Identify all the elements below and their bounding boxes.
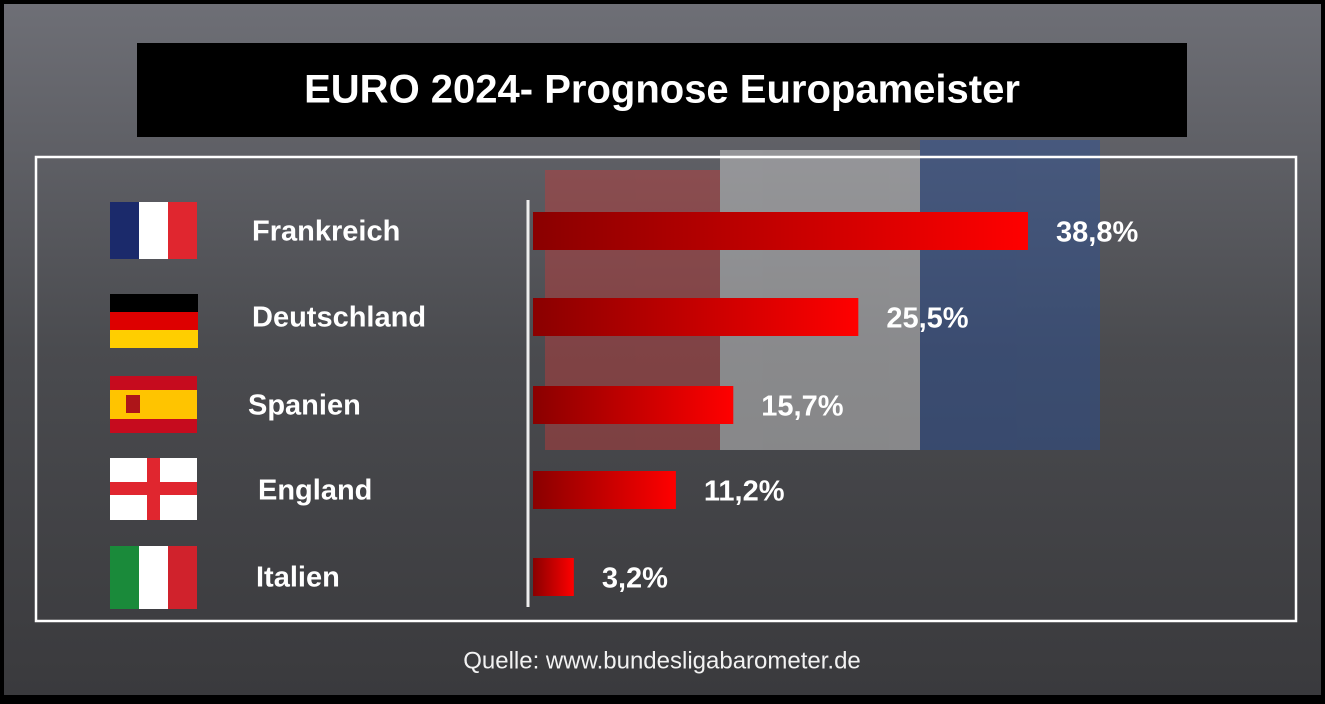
flag-spain bbox=[110, 376, 197, 433]
chart-title: EURO 2024- Prognose Europameister bbox=[304, 68, 1020, 112]
flag-england bbox=[110, 458, 197, 520]
bar bbox=[533, 212, 1028, 250]
frame bbox=[34, 155, 1298, 623]
bar bbox=[533, 558, 574, 596]
bar bbox=[533, 298, 859, 336]
title-box bbox=[137, 43, 1187, 137]
value-label: 38,8% bbox=[1056, 217, 1138, 249]
bar bbox=[533, 471, 676, 509]
category-label: Italien bbox=[256, 562, 340, 594]
value-label: 15,7% bbox=[761, 391, 843, 423]
value-label: 3,2% bbox=[602, 563, 668, 595]
value-label: 11,2% bbox=[704, 476, 785, 508]
category-label: Spanien bbox=[248, 390, 361, 422]
category-label: Deutschland bbox=[252, 302, 426, 334]
value-label: 25,5% bbox=[886, 303, 968, 335]
bar bbox=[533, 386, 734, 424]
category-label: England bbox=[258, 475, 372, 507]
flag-france bbox=[110, 202, 197, 259]
flag-italy bbox=[110, 546, 197, 609]
category-label: Frankreich bbox=[252, 216, 400, 248]
source: Quelle: www.bundesligabarometer.de bbox=[463, 647, 861, 674]
flag-germany bbox=[110, 294, 198, 348]
